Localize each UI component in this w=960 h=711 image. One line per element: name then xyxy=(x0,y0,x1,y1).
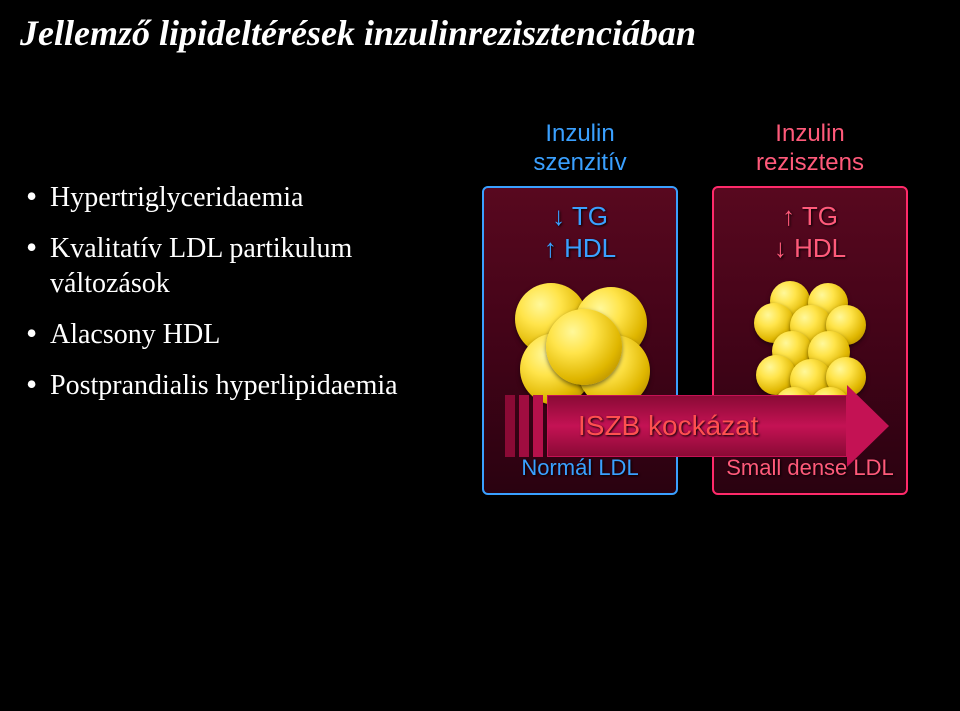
risk-arrow-row: ISZB kockázat xyxy=(480,395,910,457)
header-res-line2: rezisztens xyxy=(756,149,864,176)
bullet-list: Hypertriglyceridaemia Kvalitatív LDL part… xyxy=(20,180,420,419)
arrow-tail-2 xyxy=(519,395,529,457)
header-res-line1: Inzulin xyxy=(775,120,844,147)
header-sens-line2: szenzitív xyxy=(533,149,626,176)
arrow-tail-1 xyxy=(505,395,515,457)
tg-sens: ↓ TG xyxy=(552,201,608,231)
bullet-item: Hypertriglyceridaemia xyxy=(20,180,420,215)
hdl-sens: ↑ HDL xyxy=(544,233,616,263)
tg-res: ↑ TG xyxy=(782,201,838,231)
arrow-body: ISZB kockázat xyxy=(547,395,847,457)
tg-hdl-resistant: ↑ TG ↓ HDL xyxy=(774,200,846,265)
lipid-diagram: Inzulin szenzitív ↓ TG ↑ HDL Normál LDL … xyxy=(480,120,910,495)
arrow-label: ISZB kockázat xyxy=(578,410,759,442)
ldl-particle-icon xyxy=(546,309,622,385)
header-insulin-resistant: Inzulin rezisztens xyxy=(756,120,864,178)
hdl-res: ↓ HDL xyxy=(774,233,846,263)
arrow-tail-3 xyxy=(533,395,543,457)
bullet-item: Kvalitatív LDL partikulum változások xyxy=(20,231,420,301)
arrow-head-icon xyxy=(847,385,889,467)
tg-hdl-sensitive: ↓ TG ↑ HDL xyxy=(544,200,616,265)
header-sens-line1: Inzulin xyxy=(545,120,614,147)
label-normal-ldl: Normál LDL xyxy=(521,455,638,481)
slide-title: Jellemző lipideltérések inzulinreziszten… xyxy=(20,12,940,54)
risk-arrow: ISZB kockázat xyxy=(505,395,885,457)
header-insulin-sensitive: Inzulin szenzitív xyxy=(533,120,626,178)
bullet-item: Postprandialis hyperlipidaemia xyxy=(20,368,420,403)
bullet-item: Alacsony HDL xyxy=(20,317,420,352)
